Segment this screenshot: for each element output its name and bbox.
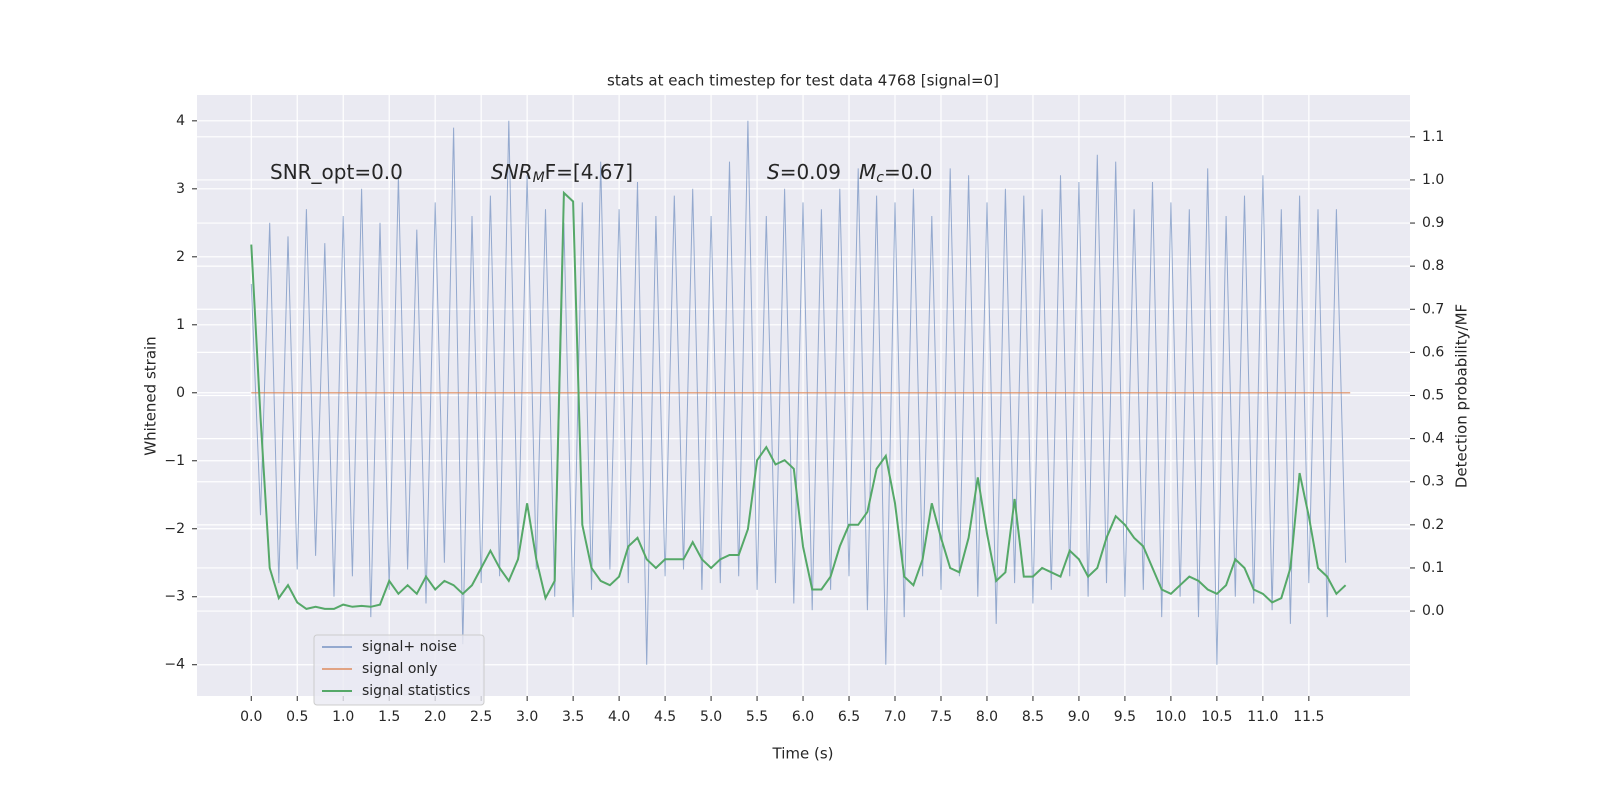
x-tick-label: 8.0 — [976, 709, 998, 725]
y-tick-label: 2 — [176, 249, 185, 265]
annotation: S=0.09 — [767, 160, 841, 184]
x-tick-label: 10.5 — [1201, 709, 1232, 725]
x-tick-label: 2.0 — [424, 709, 446, 725]
legend-label: signal only — [362, 661, 437, 677]
annotation: SNRMF=[4.67] — [491, 160, 633, 187]
x-tick-label: 6.5 — [838, 709, 860, 725]
y-tick-label: −3 — [164, 589, 185, 605]
y-tick-label: −4 — [164, 657, 185, 673]
x-tick-label: 9.5 — [1114, 709, 1136, 725]
series-line — [250, 120, 1347, 665]
y2-tick-label: 0.6 — [1422, 344, 1444, 360]
y-tick-label: 4 — [176, 113, 185, 129]
x-tick-label: 11.5 — [1293, 709, 1324, 725]
annotation: Mc=0.0 — [859, 160, 933, 187]
y-tick-label: 1 — [176, 317, 185, 333]
y2-tick-label: 0.4 — [1422, 431, 1444, 447]
y2-axis-label: Detection probability/MF — [1453, 304, 1471, 488]
y-axis-label: Whitened strain — [142, 336, 160, 455]
x-tick-label: 5.0 — [700, 709, 722, 725]
x-tick-label: 3.0 — [516, 709, 538, 725]
annotation-part: S — [767, 160, 780, 184]
x-tick-label: 10.0 — [1155, 709, 1186, 725]
x-axis-label: Time (s) — [772, 745, 834, 763]
x-tick-label: 8.5 — [1022, 709, 1044, 725]
y2-tick-label: 0.3 — [1422, 474, 1444, 490]
y2-tick-label: 0.9 — [1422, 215, 1444, 231]
x-tick-label: 3.5 — [562, 709, 584, 725]
y-tick-label: 0 — [176, 385, 185, 401]
y-tick-label: 3 — [176, 181, 185, 197]
x-tick-label: 6.0 — [792, 709, 814, 725]
series-line — [250, 190, 1347, 610]
x-tick-label: 2.5 — [470, 709, 492, 725]
legend-label: signal statistics — [362, 683, 470, 699]
y2-tick-label: 1.1 — [1422, 129, 1444, 145]
x-tick-label: 0.0 — [240, 709, 262, 725]
y-tick-label: −2 — [164, 521, 185, 537]
annotation-part: SNR — [491, 160, 533, 184]
x-tick-label: 7.0 — [884, 709, 906, 725]
annotation-part: =0.09 — [780, 160, 841, 184]
annotation-part: M — [859, 160, 876, 184]
x-tick-label: 5.5 — [746, 709, 768, 725]
y2-tick-label: 0.0 — [1422, 603, 1444, 619]
x-tick-label: 7.5 — [930, 709, 952, 725]
x-tick-label: 4.0 — [608, 709, 630, 725]
y2-tick-label: 1.0 — [1422, 172, 1444, 188]
annotation-part: =0.0 — [884, 160, 933, 184]
legend-box — [313, 634, 485, 706]
annotation-part: c — [876, 170, 884, 186]
y2-tick-label: 0.2 — [1422, 517, 1444, 533]
y2-tick-label: 0.8 — [1422, 258, 1444, 274]
y2-tick-label: 0.5 — [1422, 388, 1444, 404]
legend-label: signal+ noise — [362, 639, 457, 655]
y-tick-label: −1 — [164, 453, 185, 469]
y2-tick-label: 0.7 — [1422, 301, 1444, 317]
x-tick-label: 4.5 — [654, 709, 676, 725]
chart-title: stats at each timestep for test data 476… — [607, 72, 999, 90]
annotation-part: M — [533, 170, 545, 186]
x-tick-label: 11.0 — [1247, 709, 1278, 725]
y2-tick-label: 0.1 — [1422, 560, 1444, 576]
annotation-part: SNR_opt=0.0 — [270, 160, 403, 184]
x-tick-label: 0.5 — [286, 709, 308, 725]
x-tick-label: 9.0 — [1068, 709, 1090, 725]
x-tick-label: 1.0 — [332, 709, 354, 725]
annotation: SNR_opt=0.0 — [270, 160, 403, 184]
annotation-part: F=[4.67] — [545, 160, 633, 184]
x-tick-label: 1.5 — [378, 709, 400, 725]
